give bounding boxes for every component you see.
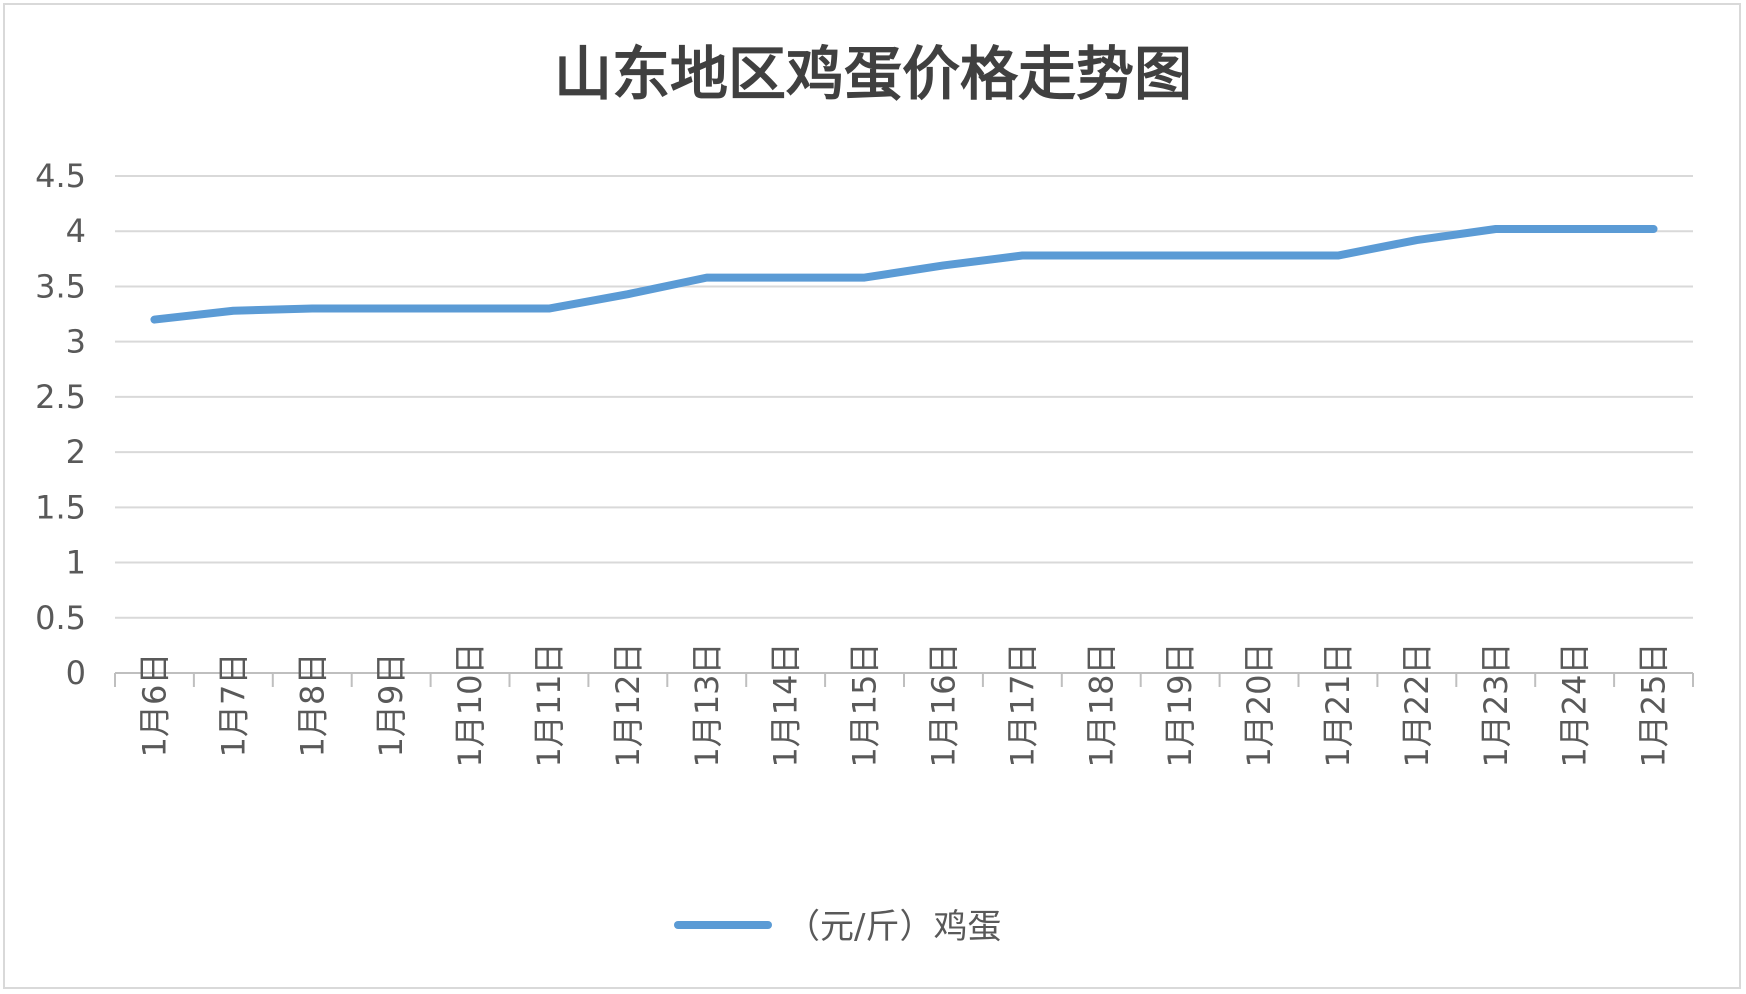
x-tick-label: 1月25日	[1635, 642, 1673, 767]
x-tick-label: 1月14日	[767, 642, 805, 767]
y-tick-label: 1	[66, 544, 86, 582]
y-tick-label: 2	[66, 433, 86, 471]
y-tick-label: 1.5	[35, 488, 86, 526]
x-tick-label: 1月15日	[846, 642, 884, 767]
gridlines	[115, 175, 1693, 619]
x-tick-label: 1月23日	[1477, 642, 1515, 767]
legend: （元/斤）鸡蛋	[674, 907, 1001, 947]
x-tick-label: 1月12日	[609, 642, 647, 767]
chart-title: 山东地区鸡蛋价格走势图	[554, 40, 1192, 108]
legend-label: （元/斤）鸡蛋	[786, 907, 1001, 947]
x-tick-label: 1月9日	[372, 653, 410, 758]
x-tick-label: 1月20日	[1240, 642, 1278, 767]
x-tick-label: 1月19日	[1161, 642, 1199, 767]
y-tick-label: 0.5	[35, 599, 86, 637]
x-tick-label: 1月21日	[1319, 642, 1357, 767]
series-line	[150, 225, 1658, 324]
chart-frame	[3, 3, 1741, 989]
y-tick-label: 0	[66, 654, 86, 692]
x-axis	[114, 672, 1694, 687]
x-tick-label: 1月13日	[688, 642, 726, 767]
y-tick-label: 4	[66, 212, 86, 250]
x-tick-label: 1月10日	[451, 642, 489, 767]
y-tick-label: 3	[66, 323, 86, 361]
x-tick-label: 1月7日	[214, 653, 252, 758]
x-tick-label: 1月16日	[924, 642, 962, 767]
x-tick-label: 1月24日	[1556, 642, 1594, 767]
series-group	[150, 225, 1658, 324]
x-tick-label: 1月11日	[530, 642, 568, 767]
y-tick-label: 3.5	[35, 267, 86, 305]
x-tick-label: 1月8日	[293, 653, 331, 758]
y-axis-ticks: 0 0.5 1 1.5 2 2.5 3 3.5 4 4.5	[35, 157, 86, 692]
y-tick-label: 2.5	[35, 378, 86, 416]
x-tick-label: 1月18日	[1082, 642, 1120, 767]
x-tick-label: 1月22日	[1398, 642, 1436, 767]
y-tick-label: 4.5	[35, 157, 86, 195]
x-tick-label: 1月6日	[135, 653, 173, 758]
x-tick-label: 1月17日	[1003, 642, 1041, 767]
x-axis-tick-labels: 1月6日 1月7日 1月8日 1月9日 1月10日 1月11日 1月12日 1月13日 1月14…	[135, 642, 1672, 767]
